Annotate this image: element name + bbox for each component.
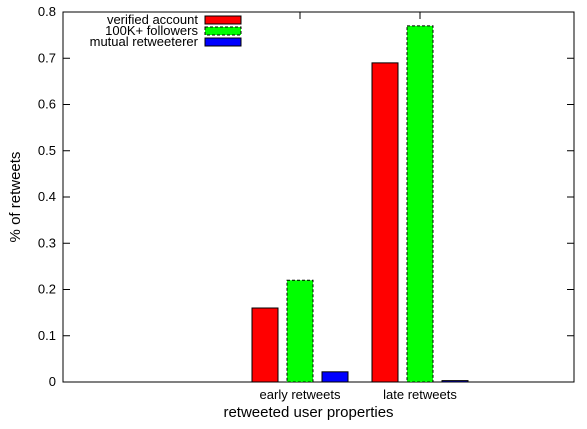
labels-group: 0 0.1 0.2 0.3 0.4 0.5 0.6 0.7 0.8 early retweets l… [7, 4, 457, 421]
y-tick-label: 0.7 [38, 50, 56, 65]
bar [406, 25, 434, 383]
legend-label: mutual retweeterer [90, 34, 199, 49]
axes-group [62, 11, 575, 383]
legend-swatch [204, 37, 242, 47]
legend-label: 100K+ followers [105, 23, 198, 38]
y-tick-label: 0.4 [38, 189, 56, 204]
y-tick-label: 0.6 [38, 97, 56, 112]
bar [371, 62, 399, 383]
ticks-group [63, 11, 574, 383]
y-tick-label: 0.3 [38, 235, 56, 250]
bars-group [251, 25, 469, 383]
plot-frame [62, 11, 575, 383]
legend-swatch [204, 26, 242, 36]
y-axis-title: % of retweets [7, 152, 24, 243]
y-tick-label: 0.8 [38, 4, 56, 19]
x-tick-label: early retweets [260, 387, 341, 402]
x-tick-label: late retweets [383, 387, 457, 402]
y-tick-label: 0.5 [38, 143, 56, 158]
y-tick-label: 0.2 [38, 282, 56, 297]
bar [286, 279, 314, 383]
legend-swatch [204, 15, 242, 25]
bar [321, 371, 349, 383]
x-axis-title: retweeted user properties [223, 404, 393, 421]
legend-label: verified account [107, 12, 198, 27]
y-tick-label: 0 [49, 374, 56, 389]
bar [441, 380, 469, 383]
bar [251, 307, 279, 383]
y-tick-label: 0.1 [38, 328, 56, 343]
